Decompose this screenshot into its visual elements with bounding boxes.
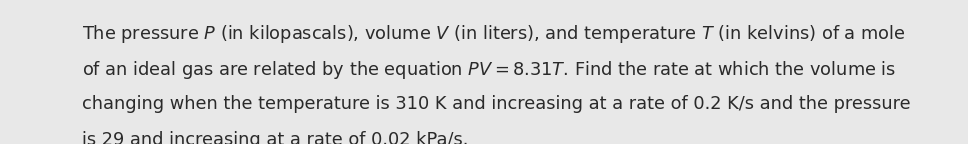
Text: is 29 and increasing at a rate of 0.02 kPa/s.: is 29 and increasing at a rate of 0.02 k… [82, 131, 469, 144]
Text: The pressure $P$ (in kilopascals), volume $V$ (in liters), and temperature $T$ (: The pressure $P$ (in kilopascals), volum… [82, 23, 906, 45]
Text: of an ideal gas are related by the equation $PV = 8.31T$. Find the rate at which: of an ideal gas are related by the equat… [82, 59, 896, 81]
Text: changing when the temperature is 310 K and increasing at a rate of 0.2 K/s and t: changing when the temperature is 310 K a… [82, 95, 911, 113]
